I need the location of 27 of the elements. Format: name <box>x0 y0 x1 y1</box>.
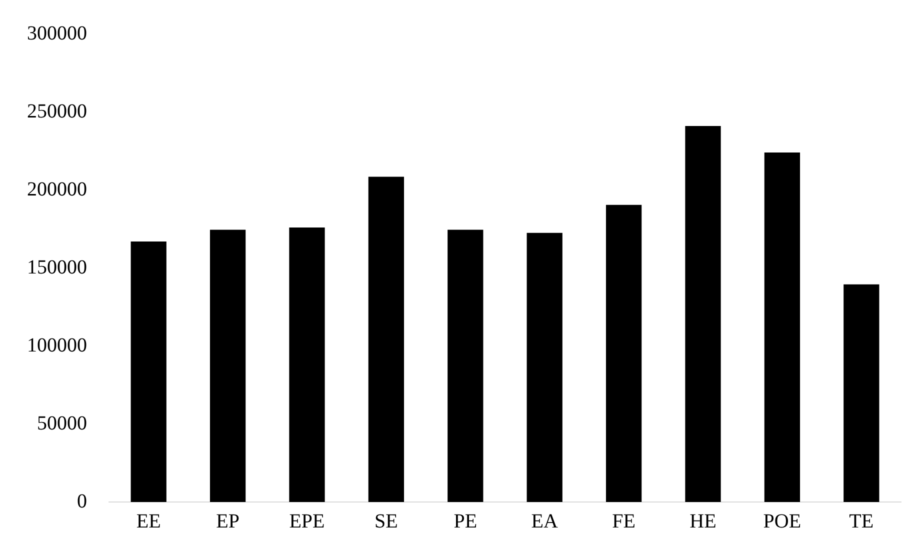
y-tick-label: 200000 <box>27 178 87 200</box>
y-tick-label: 250000 <box>27 100 87 122</box>
bar <box>764 152 800 502</box>
x-tick-label: FE <box>612 510 636 532</box>
bar <box>685 126 721 502</box>
y-tick-label: 150000 <box>27 256 87 278</box>
bar <box>448 230 484 502</box>
x-tick-label: HE <box>690 510 716 532</box>
x-tick-label: EPE <box>289 510 325 532</box>
bar <box>606 204 642 502</box>
y-tick-label: 0 <box>77 490 87 512</box>
bar <box>844 284 880 502</box>
bar <box>289 227 325 502</box>
x-tick-label: SE <box>374 510 398 532</box>
x-tick-label: EP <box>216 510 240 532</box>
x-tick-label: EE <box>136 510 161 532</box>
bar <box>526 232 562 502</box>
x-tick-label: POE <box>763 510 802 532</box>
x-tick-label: EA <box>531 510 558 532</box>
bar <box>210 230 246 502</box>
bar <box>368 176 404 502</box>
y-tick-label: 300000 <box>27 22 87 44</box>
x-tick-label: TE <box>849 510 874 532</box>
y-tick-label: 50000 <box>37 412 87 434</box>
bar <box>130 241 166 502</box>
y-tick-label: 100000 <box>27 334 87 356</box>
x-tick-label: PE <box>454 510 478 532</box>
